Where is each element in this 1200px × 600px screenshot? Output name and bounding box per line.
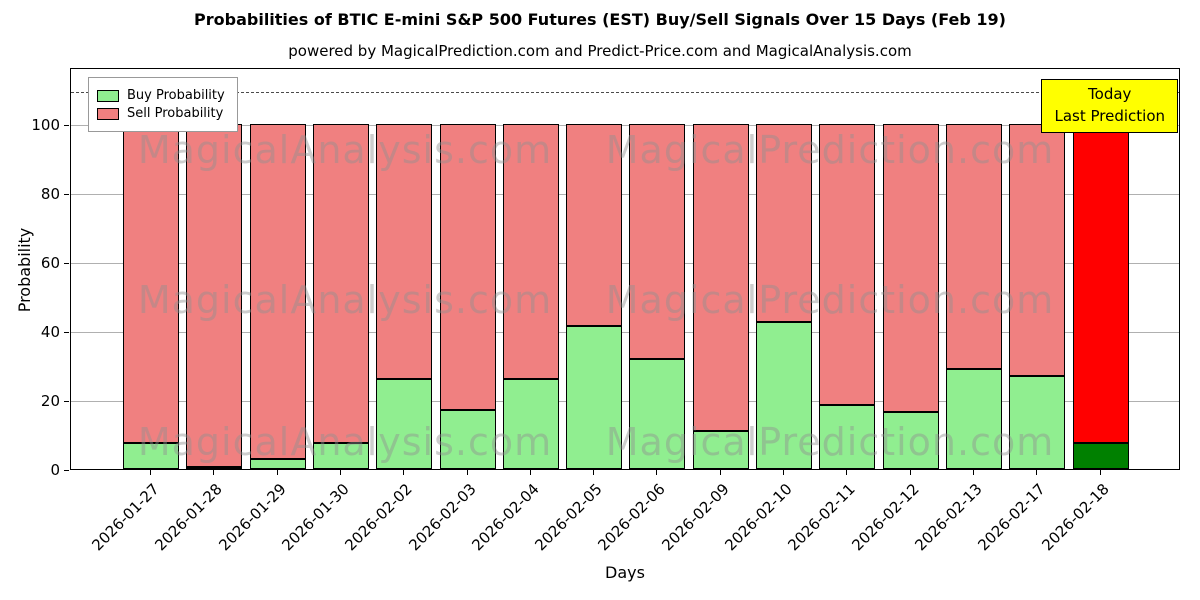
sell-bar-segment (756, 124, 812, 323)
dashed-threshold-line (71, 91, 1179, 93)
today-line1: Today (1088, 85, 1132, 103)
sell-bar-segment (629, 124, 686, 359)
legend-item-sell: Sell Probability (97, 106, 225, 121)
x-axis-label: Days (605, 563, 645, 582)
buy-bar-segment (566, 325, 623, 469)
chart-subtitle: powered by MagicalPrediction.com and Pre… (288, 42, 912, 60)
sell-bar-segment (376, 124, 433, 380)
y-tick-label: 80 (40, 185, 60, 203)
x-tick-mark (339, 470, 341, 475)
buy-bar-segment (1009, 375, 1066, 469)
gridline (71, 194, 1179, 195)
today-line2: Last Prediction (1054, 106, 1165, 125)
buy-bar-segment (502, 379, 559, 469)
gridline (71, 401, 1179, 402)
gridline (71, 263, 1179, 264)
sell-bar-segment (1072, 124, 1129, 444)
sell-bar-segment (123, 124, 179, 444)
x-tick-mark (783, 470, 784, 475)
sell-bar-segment (1009, 124, 1066, 376)
x-tick-mark (213, 470, 215, 475)
buy-bar-segment (756, 322, 812, 469)
gridline (71, 125, 1179, 126)
gridline (71, 332, 1179, 333)
sell-bar-segment (502, 124, 559, 380)
buy-bar-segment (819, 405, 876, 469)
y-tick-mark (64, 193, 69, 195)
sell-swatch-icon (97, 107, 119, 120)
sell-bar-segment (186, 124, 243, 468)
buy-bar-segment (439, 410, 496, 469)
x-tick-mark (1099, 470, 1101, 475)
x-tick-mark (593, 470, 595, 475)
plot-inner (71, 69, 1179, 469)
y-tick-label: 40 (40, 323, 60, 341)
x-tick-mark (529, 470, 531, 475)
chart-title: Probabilities of BTIC E-mini S&P 500 Fut… (194, 10, 1006, 29)
y-tick-label: 100 (31, 116, 60, 134)
x-tick-mark (846, 470, 848, 475)
sell-bar-segment (249, 124, 306, 459)
buy-bar-segment (312, 443, 369, 469)
plot-area (70, 68, 1180, 470)
y-tick-mark (64, 469, 69, 471)
sell-bar-segment (692, 124, 749, 432)
y-tick-mark (64, 400, 69, 402)
sell-bar-segment (439, 124, 496, 411)
sell-bar-segment (566, 124, 623, 326)
chart-legend: Buy Probability Sell Probability (88, 77, 238, 132)
x-tick-mark (276, 470, 278, 475)
x-tick-mark (909, 470, 911, 475)
y-tick-mark (64, 124, 69, 126)
buy-bar-segment (629, 358, 686, 469)
x-tick-mark (150, 470, 151, 475)
y-tick-mark (64, 331, 69, 333)
buy-bar-segment (376, 379, 433, 469)
today-annotation: Today Last Prediction (1041, 79, 1178, 133)
buy-swatch-icon (97, 89, 119, 102)
buy-bar-segment (1072, 443, 1129, 469)
x-tick-mark (719, 470, 721, 475)
x-tick-mark (466, 470, 468, 475)
legend-label: Buy Probability (127, 88, 225, 103)
buy-bar-segment (882, 412, 939, 469)
buy-bar-segment (249, 458, 306, 469)
y-tick-label: 20 (40, 392, 60, 410)
x-tick-mark (1036, 470, 1038, 475)
legend-label: Sell Probability (127, 106, 224, 121)
x-tick-mark (656, 470, 658, 475)
y-tick-label: 0 (50, 461, 60, 479)
buy-bar-segment (945, 368, 1002, 469)
sell-bar-segment (819, 124, 876, 406)
buy-bar-segment (692, 431, 749, 469)
buy-bar-segment (123, 443, 179, 469)
y-tick-mark (64, 262, 69, 264)
legend-item-buy: Buy Probability (97, 88, 225, 103)
x-tick-mark (972, 470, 974, 475)
sell-bar-segment (882, 124, 939, 413)
sell-bar-segment (945, 124, 1002, 369)
y-tick-label: 60 (40, 254, 60, 272)
sell-bar-segment (312, 124, 369, 444)
buy-bar-segment (186, 467, 243, 469)
x-tick-mark (403, 470, 405, 475)
